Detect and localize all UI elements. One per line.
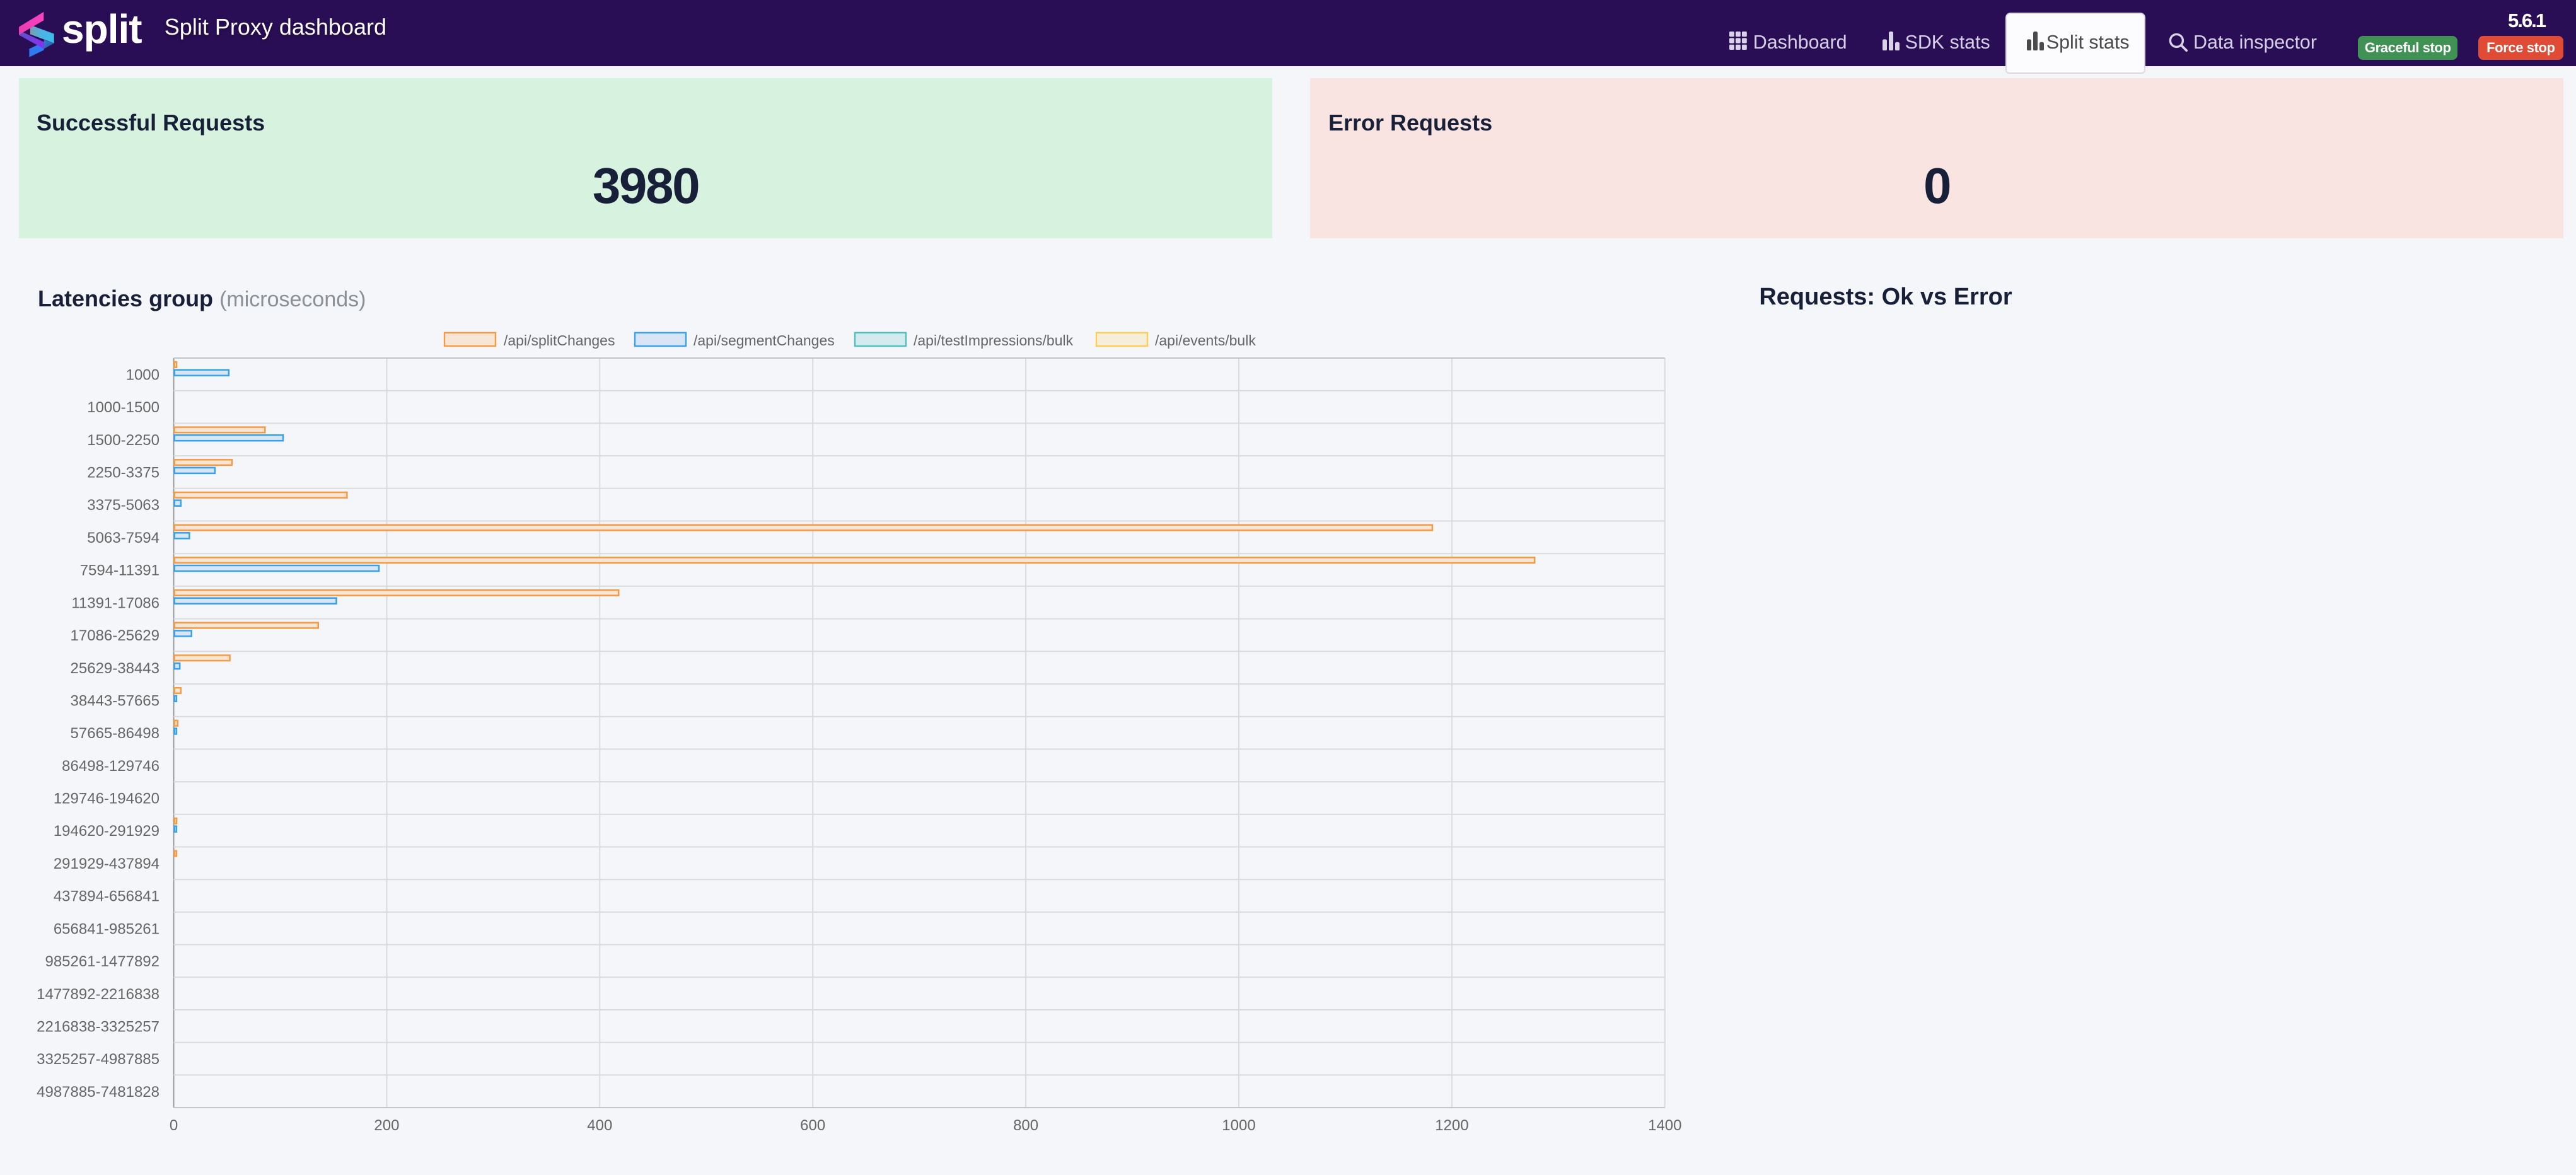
svg-text:11391-17086: 11391-17086: [71, 594, 160, 611]
svg-text:291929-437894: 291929-437894: [54, 855, 160, 872]
svg-text:1000-1500: 1000-1500: [87, 399, 160, 416]
svg-text:656841-985261: 656841-985261: [54, 920, 160, 937]
svg-text:985261-1477892: 985261-1477892: [45, 953, 160, 970]
svg-text:25629-38443: 25629-38443: [71, 660, 160, 677]
svg-text:3325257-4987885: 3325257-4987885: [37, 1051, 160, 1068]
svg-text:57665-86498: 57665-86498: [71, 725, 160, 742]
svg-text:200: 200: [374, 1117, 399, 1134]
svg-text:4987885-7481828: 4987885-7481828: [37, 1084, 160, 1101]
svg-text:/api/segmentChanges: /api/segmentChanges: [693, 332, 835, 349]
svg-text:3375-5063: 3375-5063: [87, 497, 160, 514]
svg-text:1477892-2216838: 1477892-2216838: [37, 986, 160, 1003]
svg-text:1200: 1200: [1435, 1117, 1468, 1134]
svg-text:194620-291929: 194620-291929: [54, 823, 160, 840]
svg-text:/api/testImpressions/bulk: /api/testImpressions/bulk: [914, 332, 1074, 349]
svg-text:/api/splitChanges: /api/splitChanges: [504, 332, 615, 349]
svg-text:800: 800: [1013, 1117, 1038, 1134]
svg-text:2216838-3325257: 2216838-3325257: [37, 1018, 160, 1035]
svg-text:1000: 1000: [1222, 1117, 1255, 1134]
svg-text:38443-57665: 38443-57665: [71, 692, 160, 709]
svg-text:0: 0: [170, 1117, 178, 1134]
svg-text:5063-7594: 5063-7594: [87, 530, 160, 547]
svg-text:2250-3375: 2250-3375: [87, 465, 160, 482]
svg-text:/api/events/bulk: /api/events/bulk: [1155, 332, 1256, 349]
svg-text:437894-656841: 437894-656841: [54, 888, 160, 905]
svg-text:400: 400: [587, 1117, 612, 1134]
svg-text:17086-25629: 17086-25629: [71, 627, 160, 644]
svg-text:86498-129746: 86498-129746: [62, 758, 160, 775]
svg-text:1500-2250: 1500-2250: [87, 432, 160, 449]
svg-text:129746-194620: 129746-194620: [54, 790, 160, 807]
svg-text:600: 600: [800, 1117, 825, 1134]
svg-text:1000: 1000: [126, 366, 160, 383]
svg-text:7594-11391: 7594-11391: [80, 562, 160, 579]
svg-text:1400: 1400: [1648, 1117, 1681, 1134]
